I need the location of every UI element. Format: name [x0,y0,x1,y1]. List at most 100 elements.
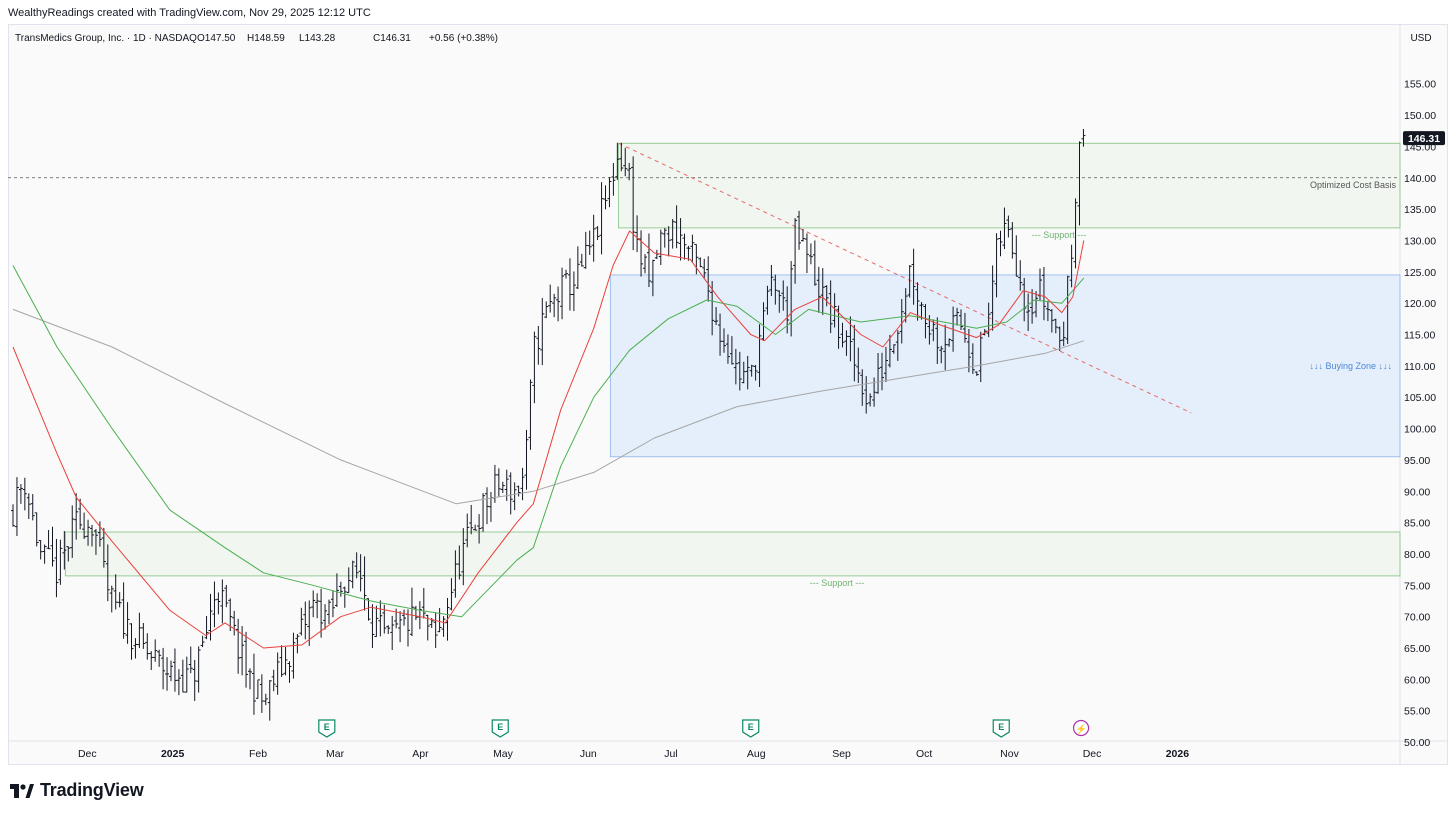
ohlc-bar [804,233,809,274]
earnings-letter: E [497,722,503,732]
ohlc-bar [765,285,770,315]
time-tick-label: May [493,748,514,760]
ohlc-bar [38,540,43,560]
ohlc-bar [737,351,742,391]
ohlc-bar [978,331,983,383]
earnings-badge [318,719,336,738]
upper-support-rect [618,142,1401,229]
ohlc-bar [1026,293,1031,331]
last-price-label: 146.31 [1408,133,1440,145]
header-close: C146.31 [373,33,411,44]
ohlc-bar [469,504,474,535]
buying-zone-label: ↓↓↓ Buying Zone ↓↓↓ [1309,361,1392,371]
ohlc-bar [749,364,754,377]
ohlc-bar [662,228,667,248]
ohlc-bar [508,472,513,515]
ohlc-bar [781,280,786,311]
ohlc-bar [931,319,936,342]
ohlc-bar [1030,289,1035,324]
ohlc-bar [998,230,1003,257]
ohlc-bar [820,268,825,315]
ohlc-bar [378,600,383,637]
ohlc-bar [907,265,912,298]
ohlc-bar [105,544,110,602]
ohlc-bar [702,258,707,279]
ohlc-bar [658,229,663,266]
ohlc-bar [808,243,813,265]
ohlc-bar [62,531,67,570]
ohlc-bar [228,598,233,632]
price-tick-label: 90.00 [1404,486,1430,498]
price-tick-label: 110.00 [1404,361,1435,373]
header-title: TransMedics Group, Inc. · 1D · NASDAQ [15,33,197,44]
ohlc-bar [311,590,316,618]
ohlc-bar [473,524,478,531]
ohlc-bar [880,352,884,391]
ohlc-bar [248,668,252,690]
ohlc-bar [935,317,940,365]
ohlc-bar [54,538,59,598]
ohlc-bar [386,625,391,634]
ohlc-bar [1041,266,1046,321]
ohlc-bar [646,233,651,288]
price-axis: USD155.00150.00145.00140.00135.00130.001… [1403,33,1445,749]
ohlc-bar [816,266,821,313]
ohlc-bar [74,493,79,540]
ohlc-bar [722,328,726,353]
ohlc-bar [524,429,529,490]
tradingview-logo[interactable]: TradingView [10,780,144,801]
earnings-marker[interactable]: E [491,719,509,738]
ma-long-line [12,308,1084,505]
ohlc-bar [990,265,995,331]
ohlc-bar [793,218,798,284]
price-tick-label: 140.00 [1404,173,1436,185]
earnings-marker[interactable]: E [992,719,1010,738]
ohlc-bar [868,393,873,407]
ohlc-bar [244,631,249,688]
price-tick-label: 85.00 [1404,518,1430,530]
ohlc-bar [82,512,87,539]
ohlc-bar [327,599,331,624]
earnings-marker[interactable]: E [742,719,760,738]
price-chart[interactable]: --- Support --- --- Support --- ↓↓↓ Buying… [8,24,1448,765]
ohlc-bar [188,646,193,674]
ohlc-bar [358,554,363,592]
ohlc-bar [947,338,952,347]
ohlc-bar [575,246,580,290]
ohlc-bar [129,623,134,660]
ohlc-bar [220,579,225,624]
ohlc-bar [1010,221,1015,259]
ohlc-bar [236,618,241,674]
ohlc-bar [137,612,142,649]
ohlc-bar [26,493,31,519]
ohlc-bar [895,330,900,361]
credit-text: WealthyReadings created with TradingView… [8,7,371,19]
ohlc-bar [571,271,576,312]
ohlc-bar [263,693,268,706]
tradingview-icon [10,783,34,798]
ohlc-bar [1061,321,1066,347]
ohlc-bar [777,290,782,313]
ohlc-bar [520,467,525,501]
ohlc-bar [342,586,347,608]
ohlc-bar [844,330,849,356]
buying-zone-rect [609,274,1401,458]
price-tick-label: 120.00 [1404,298,1436,310]
ohlc-bar [224,584,229,608]
ohlc-bar [496,468,501,497]
ohlc-bar [615,142,620,180]
ohlc-bar [86,519,91,546]
ohlc-bar [564,269,568,279]
ohlc-bar [453,550,458,598]
earnings-marker[interactable]: E [318,719,336,738]
header-low: L143.28 [299,33,336,44]
price-tick-label: 130.00 [1404,235,1436,247]
ohlc-bar [319,588,324,638]
ohlc-bar [330,590,335,618]
dividend-marker[interactable]: ⚡ [1072,719,1090,737]
ohlc-bar [42,544,47,564]
price-tick-label: 60.00 [1404,674,1430,686]
ohlc-bar [303,601,308,640]
ohlc-bar [165,657,170,691]
ohlc-bar [362,556,367,611]
